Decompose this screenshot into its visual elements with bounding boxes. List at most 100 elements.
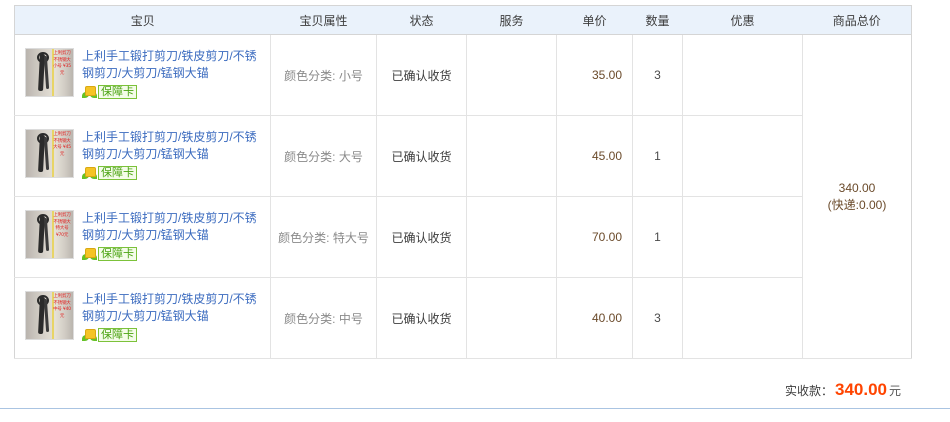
thumbnail-stripe [52, 130, 54, 177]
quantity-cell: 3 [632, 277, 683, 359]
product-title-link[interactable]: 上利手工锻打剪刀/铁皮剪刀/不锈钢剪刀/大剪刀/锰钢大锚 [82, 292, 257, 323]
thumbnail-stripe [52, 211, 54, 258]
product-cell: 上利剪刀 不锈钢大 特大号 ¥70元 上利手工锻打剪刀/铁皮剪刀/不锈钢剪刀/大… [14, 196, 271, 278]
thumbnail-overlay-text: 上利剪刀 不锈钢大 小号 ¥35元 [53, 51, 71, 76]
guarantee-card-badge[interactable]: 保障卡 [82, 328, 137, 342]
thumbnail-overlay-text: 上利剪刀 不锈钢大 中号 ¥40元 [53, 294, 71, 319]
column-header-unit-price: 单价 [556, 5, 633, 35]
quantity: 1 [654, 149, 661, 163]
discount-cell [682, 115, 803, 197]
order-status: 已确认收货 [391, 68, 452, 83]
guarantee-card-label: 保障卡 [98, 328, 137, 342]
order-status-cell: 已确认收货 [376, 277, 467, 359]
table-header: 宝贝 宝贝属性 状态 服务 单价 数量 优惠 商品总价 [14, 5, 912, 35]
payment-summary: 实收款： 340.00 元 [14, 380, 911, 400]
order-shipping-note: (快递:0.00) [827, 197, 887, 212]
guarantee-card-label: 保障卡 [98, 166, 137, 180]
product-attribute: 颜色分类: 特大号 [278, 230, 369, 245]
guarantee-card-badge[interactable]: 保障卡 [82, 85, 137, 99]
thumbnail-overlay-text: 上利剪刀 不锈钢大 大号 ¥45元 [53, 132, 71, 157]
product-title-link[interactable]: 上利手工锻打剪刀/铁皮剪刀/不锈钢剪刀/大剪刀/锰钢大锚 [82, 130, 257, 161]
product-attribute: 颜色分类: 中号 [284, 311, 363, 326]
guarantee-card-badge[interactable]: 保障卡 [82, 247, 137, 261]
guarantee-card-badge[interactable]: 保障卡 [82, 166, 137, 180]
thumbnail-stripe [52, 49, 54, 96]
product-attribute-cell: 颜色分类: 小号 [270, 34, 377, 116]
unit-price-cell: 40.00 [556, 277, 633, 359]
order-status: 已确认收货 [391, 230, 452, 245]
payment-summary-label: 实收款： [784, 384, 833, 398]
column-header-status: 状态 [376, 5, 467, 35]
order-total-cell: 340.00 (快递:0.00) [802, 34, 912, 359]
guarantee-card-label: 保障卡 [98, 247, 137, 261]
table-row: 上利剪刀 不锈钢大 大号 ¥45元 上利手工锻打剪刀/铁皮剪刀/不锈钢剪刀/大剪… [14, 115, 912, 197]
quantity: 1 [654, 230, 661, 244]
flower-icon [82, 85, 97, 99]
column-header-attributes: 宝贝属性 [270, 5, 377, 35]
quantity: 3 [654, 311, 661, 325]
product-thumbnail[interactable]: 上利剪刀 不锈钢大 特大号 ¥70元 [25, 210, 74, 259]
guarantee-card-label: 保障卡 [98, 85, 137, 99]
product-attribute-cell: 颜色分类: 大号 [270, 115, 377, 197]
order-items-container: 宝贝 宝贝属性 状态 服务 单价 数量 优惠 商品总价 [14, 5, 912, 359]
service-cell [466, 277, 557, 359]
thumbnail-overlay-text: 上利剪刀 不锈钢大 特大号 ¥70元 [53, 213, 71, 238]
service-cell [466, 34, 557, 116]
unit-price-cell: 45.00 [556, 115, 633, 197]
column-header-service: 服务 [466, 5, 557, 35]
unit-price: 40.00 [591, 311, 622, 325]
thumbnail-image [26, 130, 73, 177]
flower-icon [82, 247, 97, 261]
product-title-link[interactable]: 上利手工锻打剪刀/铁皮剪刀/不锈钢剪刀/大剪刀/锰钢大锚 [82, 49, 257, 80]
product-attribute: 颜色分类: 小号 [284, 68, 363, 83]
discount-cell [682, 277, 803, 359]
thumbnail-image [26, 49, 73, 96]
service-cell [466, 196, 557, 278]
discount-cell [682, 196, 803, 278]
product-cell: 上利剪刀 不锈钢大 小号 ¥35元 上利手工锻打剪刀/铁皮剪刀/不锈钢剪刀/大剪… [14, 34, 271, 116]
quantity: 3 [654, 68, 661, 82]
table-header-row: 宝贝 宝贝属性 状态 服务 单价 数量 优惠 商品总价 [14, 5, 912, 35]
product-cell: 上利剪刀 不锈钢大 大号 ¥45元 上利手工锻打剪刀/铁皮剪刀/不锈钢剪刀/大剪… [14, 115, 271, 197]
unit-price: 35.00 [591, 68, 622, 82]
order-status-cell: 已确认收货 [376, 115, 467, 197]
order-total-amount: 340.00 [838, 180, 876, 195]
unit-price: 70.00 [591, 230, 622, 244]
unit-price-cell: 35.00 [556, 34, 633, 116]
quantity-cell: 3 [632, 34, 683, 116]
column-header-quantity: 数量 [632, 5, 683, 35]
flower-icon [82, 166, 97, 180]
product-thumbnail[interactable]: 上利剪刀 不锈钢大 小号 ¥35元 [25, 48, 74, 97]
order-status: 已确认收货 [391, 311, 452, 326]
product-title-link[interactable]: 上利手工锻打剪刀/铁皮剪刀/不锈钢剪刀/大剪刀/锰钢大锚 [82, 211, 257, 242]
product-attribute-cell: 颜色分类: 特大号 [270, 196, 377, 278]
order-status-cell: 已确认收货 [376, 34, 467, 116]
thumbnail-stripe [52, 292, 54, 339]
column-header-baby: 宝贝 [14, 5, 271, 35]
product-thumbnail[interactable]: 上利剪刀 不锈钢大 中号 ¥40元 [25, 291, 74, 340]
order-items-table: 宝贝 宝贝属性 状态 服务 单价 数量 优惠 商品总价 [14, 5, 912, 359]
product-attribute: 颜色分类: 大号 [284, 149, 363, 164]
table-row: 上利剪刀 不锈钢大 小号 ¥35元 上利手工锻打剪刀/铁皮剪刀/不锈钢剪刀/大剪… [14, 34, 912, 359]
product-cell: 上利剪刀 不锈钢大 中号 ¥40元 上利手工锻打剪刀/铁皮剪刀/不锈钢剪刀/大剪… [14, 277, 271, 359]
unit-price: 45.00 [591, 149, 622, 163]
product-thumbnail[interactable]: 上利剪刀 不锈钢大 大号 ¥45元 [25, 129, 74, 178]
table-body: 上利剪刀 不锈钢大 小号 ¥35元 上利手工锻打剪刀/铁皮剪刀/不锈钢剪刀/大剪… [14, 34, 912, 359]
column-header-discount: 优惠 [682, 5, 803, 35]
thumbnail-image [26, 211, 73, 258]
bottom-divider [0, 408, 950, 409]
thumbnail-image [26, 292, 73, 339]
payment-summary-amount: 340.00 [834, 380, 887, 399]
order-status: 已确认收货 [391, 149, 452, 164]
unit-price-cell: 70.00 [556, 196, 633, 278]
quantity-cell: 1 [632, 115, 683, 197]
table-row: 上利剪刀 不锈钢大 中号 ¥40元 上利手工锻打剪刀/铁皮剪刀/不锈钢剪刀/大剪… [14, 277, 912, 359]
flower-icon [82, 328, 97, 342]
payment-summary-unit: 元 [888, 384, 901, 398]
discount-cell [682, 34, 803, 116]
product-attribute-cell: 颜色分类: 中号 [270, 277, 377, 359]
table-row: 上利剪刀 不锈钢大 特大号 ¥70元 上利手工锻打剪刀/铁皮剪刀/不锈钢剪刀/大… [14, 196, 912, 278]
service-cell [466, 115, 557, 197]
order-status-cell: 已确认收货 [376, 196, 467, 278]
